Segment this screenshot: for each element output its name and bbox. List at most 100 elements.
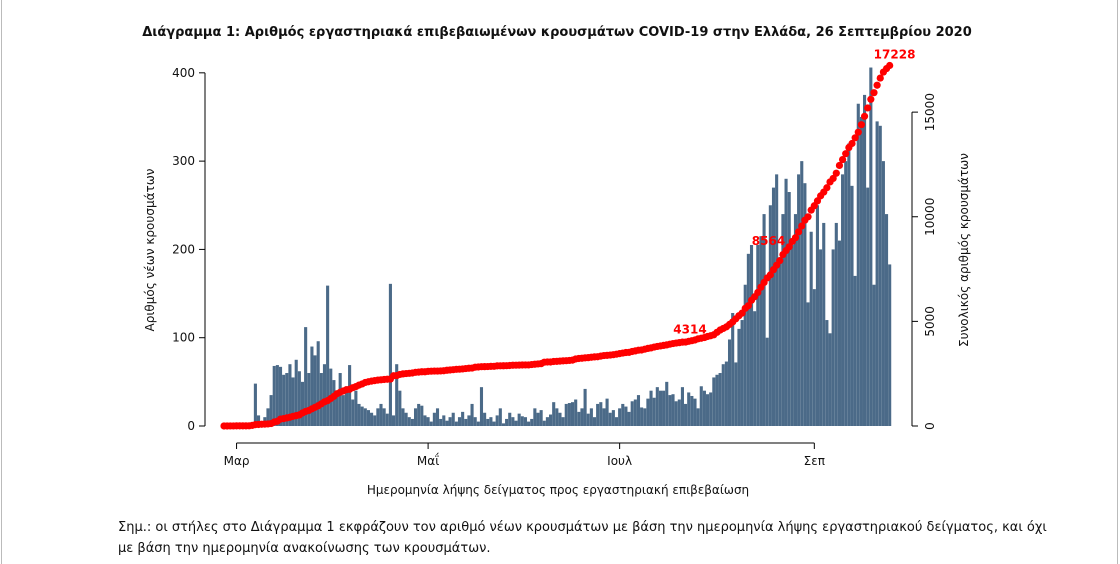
bar bbox=[702, 390, 706, 426]
bar bbox=[483, 412, 487, 426]
bar bbox=[417, 403, 421, 426]
bar bbox=[866, 187, 870, 426]
bar bbox=[442, 415, 446, 426]
cumulative-point bbox=[795, 228, 803, 236]
bar bbox=[505, 418, 509, 426]
bar bbox=[727, 339, 732, 426]
bar bbox=[671, 394, 675, 426]
bar bbox=[649, 390, 653, 426]
bar bbox=[319, 373, 323, 426]
bar bbox=[420, 405, 424, 426]
cumulative-point bbox=[785, 243, 793, 251]
bar bbox=[253, 383, 257, 426]
cumulative-point bbox=[854, 128, 862, 136]
bar bbox=[690, 395, 694, 426]
bar bbox=[636, 395, 641, 426]
bar bbox=[888, 264, 892, 426]
bar bbox=[511, 417, 515, 426]
bar bbox=[577, 411, 581, 426]
bar bbox=[749, 245, 754, 426]
cumulative-point bbox=[867, 95, 875, 103]
y2-tick-label: 10000 bbox=[923, 198, 937, 236]
bar bbox=[765, 337, 769, 426]
bar bbox=[797, 174, 801, 426]
cumulative-point bbox=[766, 271, 774, 279]
x-tick-label: Μαΐ bbox=[417, 453, 439, 468]
bar bbox=[508, 412, 512, 426]
bar bbox=[630, 401, 634, 426]
bar bbox=[300, 381, 305, 426]
bar bbox=[395, 364, 399, 426]
bar bbox=[410, 418, 414, 426]
bar bbox=[665, 381, 669, 426]
bar bbox=[737, 328, 741, 426]
bar bbox=[523, 417, 527, 426]
bar bbox=[850, 185, 854, 426]
bar bbox=[451, 412, 455, 426]
bar bbox=[307, 373, 311, 426]
cumulative-point bbox=[873, 81, 881, 89]
bar bbox=[344, 386, 349, 426]
y-tick-label: 200 bbox=[172, 242, 195, 256]
y2-tick-label: 0 bbox=[923, 422, 937, 430]
bar bbox=[432, 412, 436, 426]
bar bbox=[699, 386, 703, 426]
bar bbox=[413, 408, 418, 426]
bar bbox=[621, 403, 625, 426]
y2-tick-label: 5000 bbox=[923, 306, 937, 337]
cumulative-point bbox=[744, 302, 752, 310]
bar bbox=[589, 408, 593, 426]
bar bbox=[385, 413, 389, 426]
bar bbox=[294, 359, 298, 426]
bar bbox=[564, 403, 568, 426]
bar bbox=[696, 408, 700, 426]
bar bbox=[530, 418, 534, 426]
bar bbox=[787, 192, 791, 426]
bar bbox=[834, 222, 838, 426]
bar bbox=[881, 161, 885, 426]
bar bbox=[467, 415, 471, 426]
cumulative-point bbox=[851, 134, 859, 142]
cumulative-point bbox=[835, 161, 844, 170]
bar bbox=[599, 402, 603, 426]
bar bbox=[404, 412, 408, 426]
bar bbox=[492, 421, 496, 426]
annotation: 17228 bbox=[874, 48, 916, 62]
y2-axis-title: Συνολικός αριθμός κρουσμάτων bbox=[957, 153, 971, 347]
bar bbox=[574, 399, 578, 426]
bar bbox=[611, 410, 615, 426]
bar bbox=[304, 327, 308, 426]
x-tick-label: Μαρ bbox=[224, 454, 250, 468]
bar bbox=[539, 410, 543, 426]
bar bbox=[819, 249, 823, 426]
bar bbox=[545, 417, 549, 426]
cumulative-point bbox=[886, 61, 894, 70]
bar bbox=[351, 399, 355, 426]
cumulative-point bbox=[876, 74, 884, 82]
bar bbox=[335, 390, 339, 426]
bar bbox=[348, 365, 352, 426]
bar bbox=[542, 420, 546, 426]
bar bbox=[326, 285, 330, 426]
y-tick-label: 100 bbox=[172, 331, 195, 345]
bar bbox=[863, 94, 867, 426]
bar bbox=[781, 214, 785, 426]
bar bbox=[596, 403, 600, 426]
bar bbox=[366, 410, 370, 426]
bar bbox=[740, 320, 744, 426]
bar bbox=[552, 402, 556, 426]
bar bbox=[762, 214, 766, 426]
x-tick-label: Ιουλ bbox=[607, 454, 632, 468]
bar bbox=[517, 413, 521, 426]
bar bbox=[812, 289, 816, 426]
bar bbox=[847, 143, 851, 426]
bar bbox=[407, 417, 411, 426]
x-tick-label: Σεπ bbox=[804, 454, 825, 468]
bar bbox=[844, 161, 848, 426]
bar bbox=[643, 408, 647, 426]
bar bbox=[429, 421, 433, 426]
bar bbox=[875, 121, 879, 426]
y-tick-label: 300 bbox=[172, 154, 195, 168]
cumulative-point bbox=[860, 112, 869, 120]
annotation: 4314 bbox=[673, 323, 706, 337]
